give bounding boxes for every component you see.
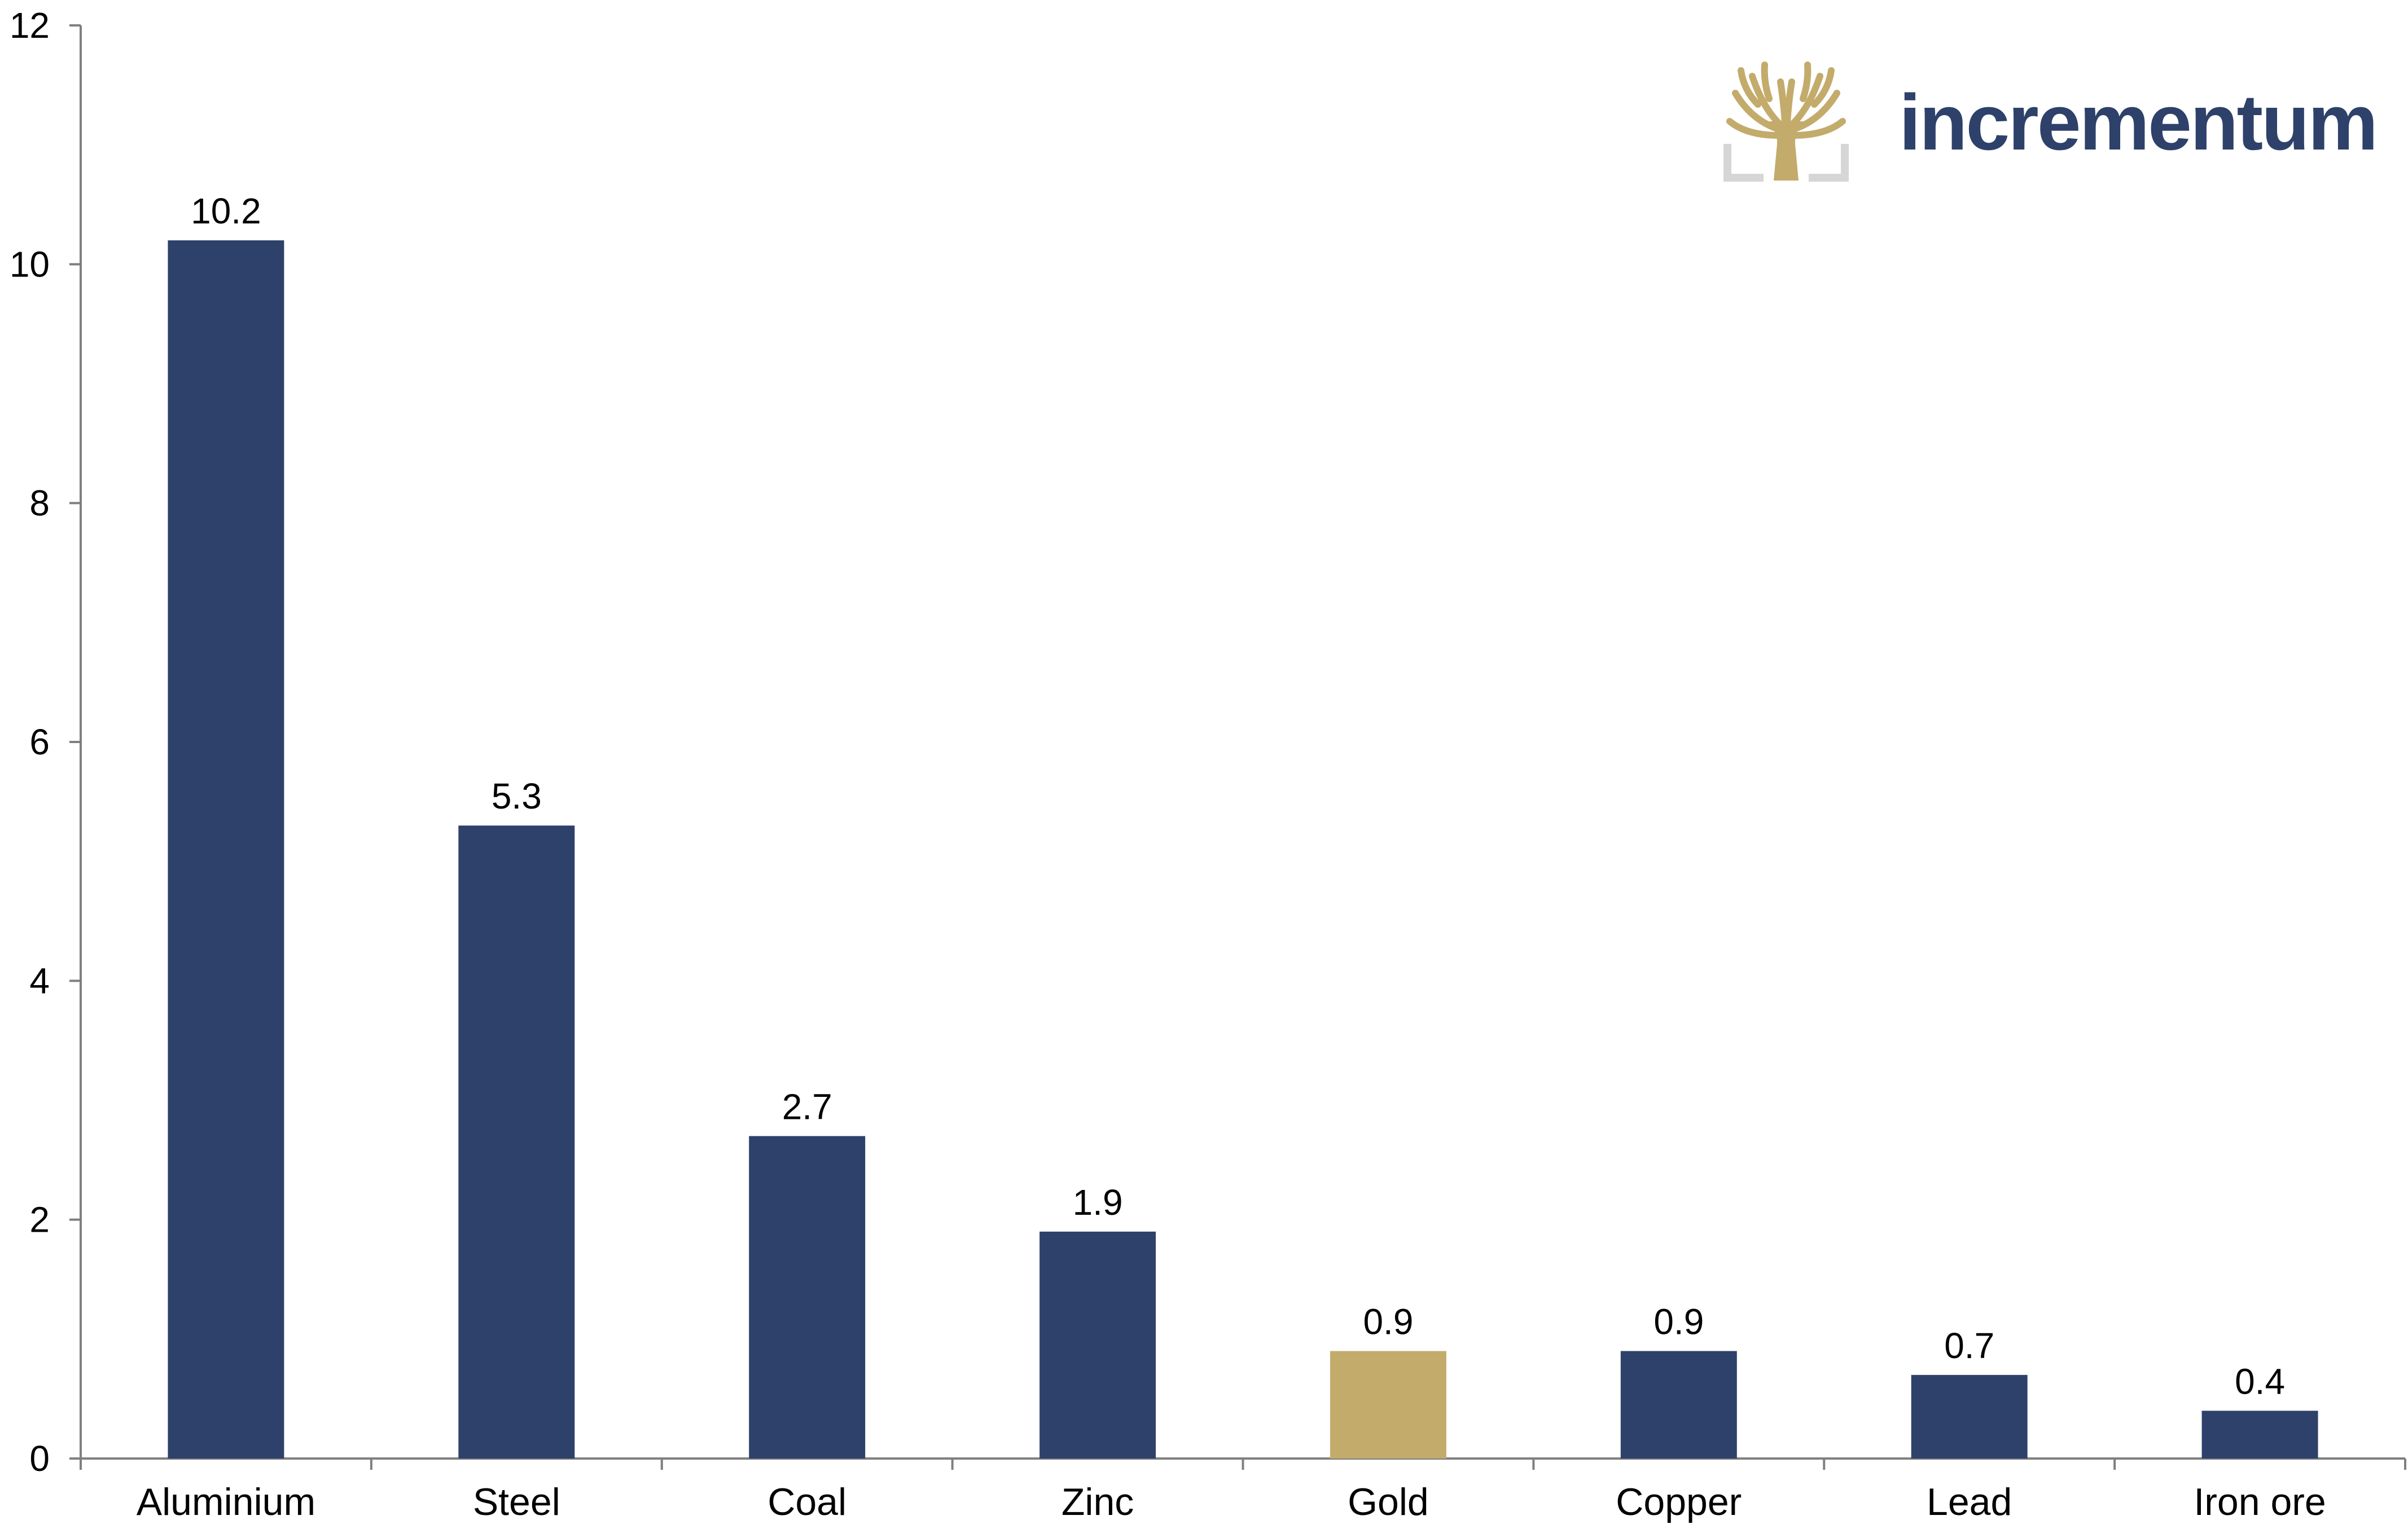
bar-lead — [1911, 1374, 2028, 1459]
data-label: 0.9 — [1653, 1302, 1704, 1342]
data-label: 1.9 — [1073, 1182, 1123, 1223]
y-tick-label: 8 — [29, 483, 50, 524]
data-label: 0.9 — [1363, 1302, 1413, 1342]
y-tick-label: 0 — [29, 1438, 50, 1479]
x-axis: Aluminium Steel Coal Zinc Gold Copper Lead Iron… — [80, 1457, 2406, 1523]
logo-frame — [1723, 144, 1849, 182]
category-label: Zinc — [1062, 1481, 1134, 1523]
y-tick-label: 4 — [29, 960, 50, 1001]
y-tick-label: 10 — [10, 244, 50, 284]
category-label: Coal — [767, 1481, 846, 1523]
category-label: Gold — [1348, 1481, 1429, 1523]
logo-text: incrementum — [1899, 78, 2376, 166]
bar-copper — [1620, 1351, 1737, 1459]
y-tick-label: 12 — [10, 5, 50, 46]
data-label: 0.7 — [1944, 1325, 1994, 1366]
category-label: Iron ore — [2194, 1481, 2326, 1523]
data-labels: 10.2 5.3 2.7 1.9 0.9 0.9 0.7 0.4 — [191, 191, 2285, 1402]
category-label: Copper — [1616, 1481, 1742, 1523]
bar-steel — [458, 825, 575, 1459]
category-label: Aluminium — [137, 1481, 315, 1523]
logo-tree — [1726, 62, 1846, 181]
bars — [168, 240, 2318, 1459]
category-label: Lead — [1927, 1481, 2012, 1523]
y-tick-label: 2 — [29, 1200, 50, 1240]
bar-zinc — [1039, 1231, 1156, 1459]
y-tick-label: 6 — [29, 722, 50, 762]
tree-logo-icon — [1723, 62, 1849, 182]
incrementum-logo: incrementum — [1723, 62, 2378, 182]
category-label: Steel — [473, 1481, 560, 1523]
bar-aluminium — [168, 240, 284, 1459]
data-label: 0.4 — [2235, 1361, 2285, 1402]
data-label: 10.2 — [191, 191, 261, 231]
bar-iron-ore — [2201, 1411, 2318, 1459]
data-label: 5.3 — [492, 776, 542, 816]
bar-gold — [1330, 1351, 1446, 1459]
y-axis: 0 2 4 6 8 10 12 — [10, 5, 82, 1479]
data-label: 2.7 — [782, 1087, 832, 1127]
bar-coal — [749, 1136, 866, 1459]
